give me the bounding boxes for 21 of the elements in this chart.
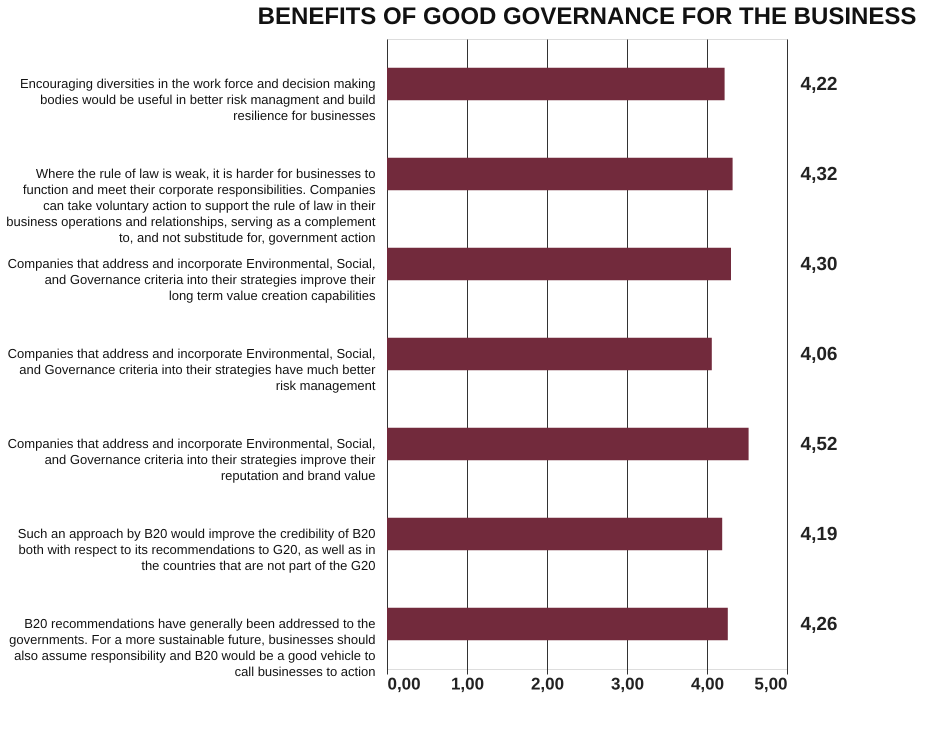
y-tick-label: Where the rule of law is weak, it is harder for businesses to function and meet their corporate responsibilities. Companies can take voluntary action to support the rule of law in their business operations and relationships, serving as a complement to, and not substitude for, government action xyxy=(6,166,376,245)
y-tick-label: Encouraging diversities in the work force and decision making bodies would be useful in better risk managment and build resilience for businesses xyxy=(20,76,376,123)
x-tick-label: 1,00 xyxy=(450,674,484,694)
data-label: 4,19 xyxy=(800,524,838,545)
chart-title: BENEFITS OF GOOD GOVERNANCE FOR THE BUSINESS xyxy=(258,3,916,30)
x-tick-label: 4,00 xyxy=(690,674,724,694)
y-tick-label: Companies that address and incorporate Environmental, Social, and Governance criteria into their strategies have much better risk management xyxy=(8,346,376,393)
y-tick-label: Companies that address and incorporate Environmental, Social, and Governance criteria into their strategies improve their reputation and brand value xyxy=(8,436,376,483)
data-label: 4,22 xyxy=(800,74,838,95)
data-label: 4,06 xyxy=(800,344,838,365)
data-label: 4,30 xyxy=(800,254,838,275)
data-label: 4,26 xyxy=(800,614,838,635)
y-tick-label: Such an approach by B20 would improve the credibility of B20 both with respect to its recommendations to G20, as well as in the countries that are not part of the G20 xyxy=(18,526,376,573)
y-tick-label: B20 recommendations have generally been addressed to the governments. For a more sustainable future, businesses should also assume responsibility and B20 would be a good vehicle to call businesses to action xyxy=(9,616,376,679)
x-tick-label: 5,00 xyxy=(754,674,788,694)
y-tick-label: Companies that address and incorporate Environmental, Social, and Governance criteria into their strategies improve their long term value creation capabilities xyxy=(8,256,376,303)
x-tick-label: 2,00 xyxy=(530,674,564,694)
data-label: 4,32 xyxy=(800,164,838,185)
data-label: 4,52 xyxy=(800,434,838,455)
x-tick-label: 3,00 xyxy=(610,674,644,694)
x-tick-label: 0,00 xyxy=(388,674,421,694)
